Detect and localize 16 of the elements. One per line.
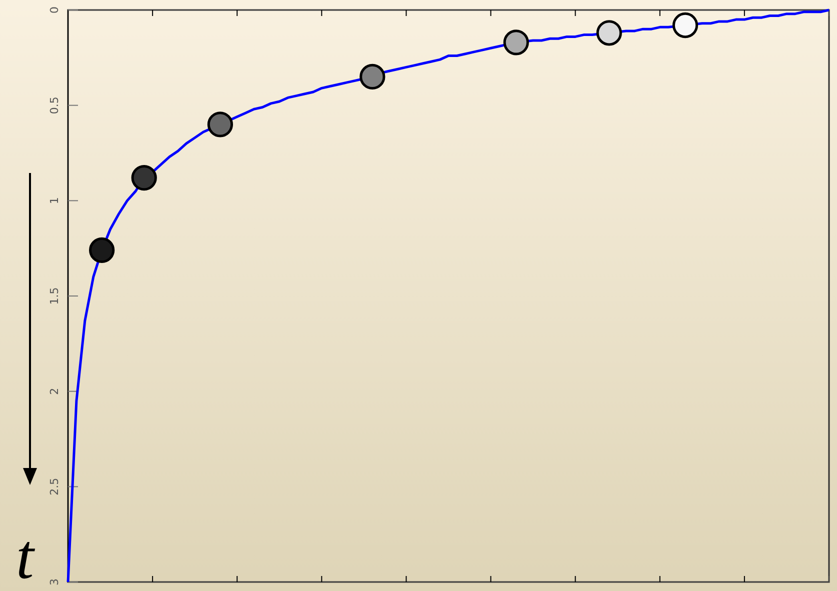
point	[672, 12, 698, 38]
point	[503, 30, 529, 56]
point	[89, 237, 115, 264]
point	[596, 20, 622, 46]
y-tick-label: 0	[48, 6, 62, 14]
point	[207, 112, 234, 138]
y-tick-label: 2.5	[48, 478, 62, 496]
y-tick-label: 1.5	[48, 287, 62, 305]
line-series	[66, 8, 830, 584]
y-tick-label: 1	[48, 197, 62, 204]
point	[131, 164, 157, 191]
y-tick-label: 0.5	[48, 96, 62, 114]
point	[360, 64, 386, 90]
y-axis-title: t	[16, 521, 36, 591]
y-tick-label: 2	[48, 388, 62, 395]
y-tick-label: 3	[48, 578, 62, 586]
